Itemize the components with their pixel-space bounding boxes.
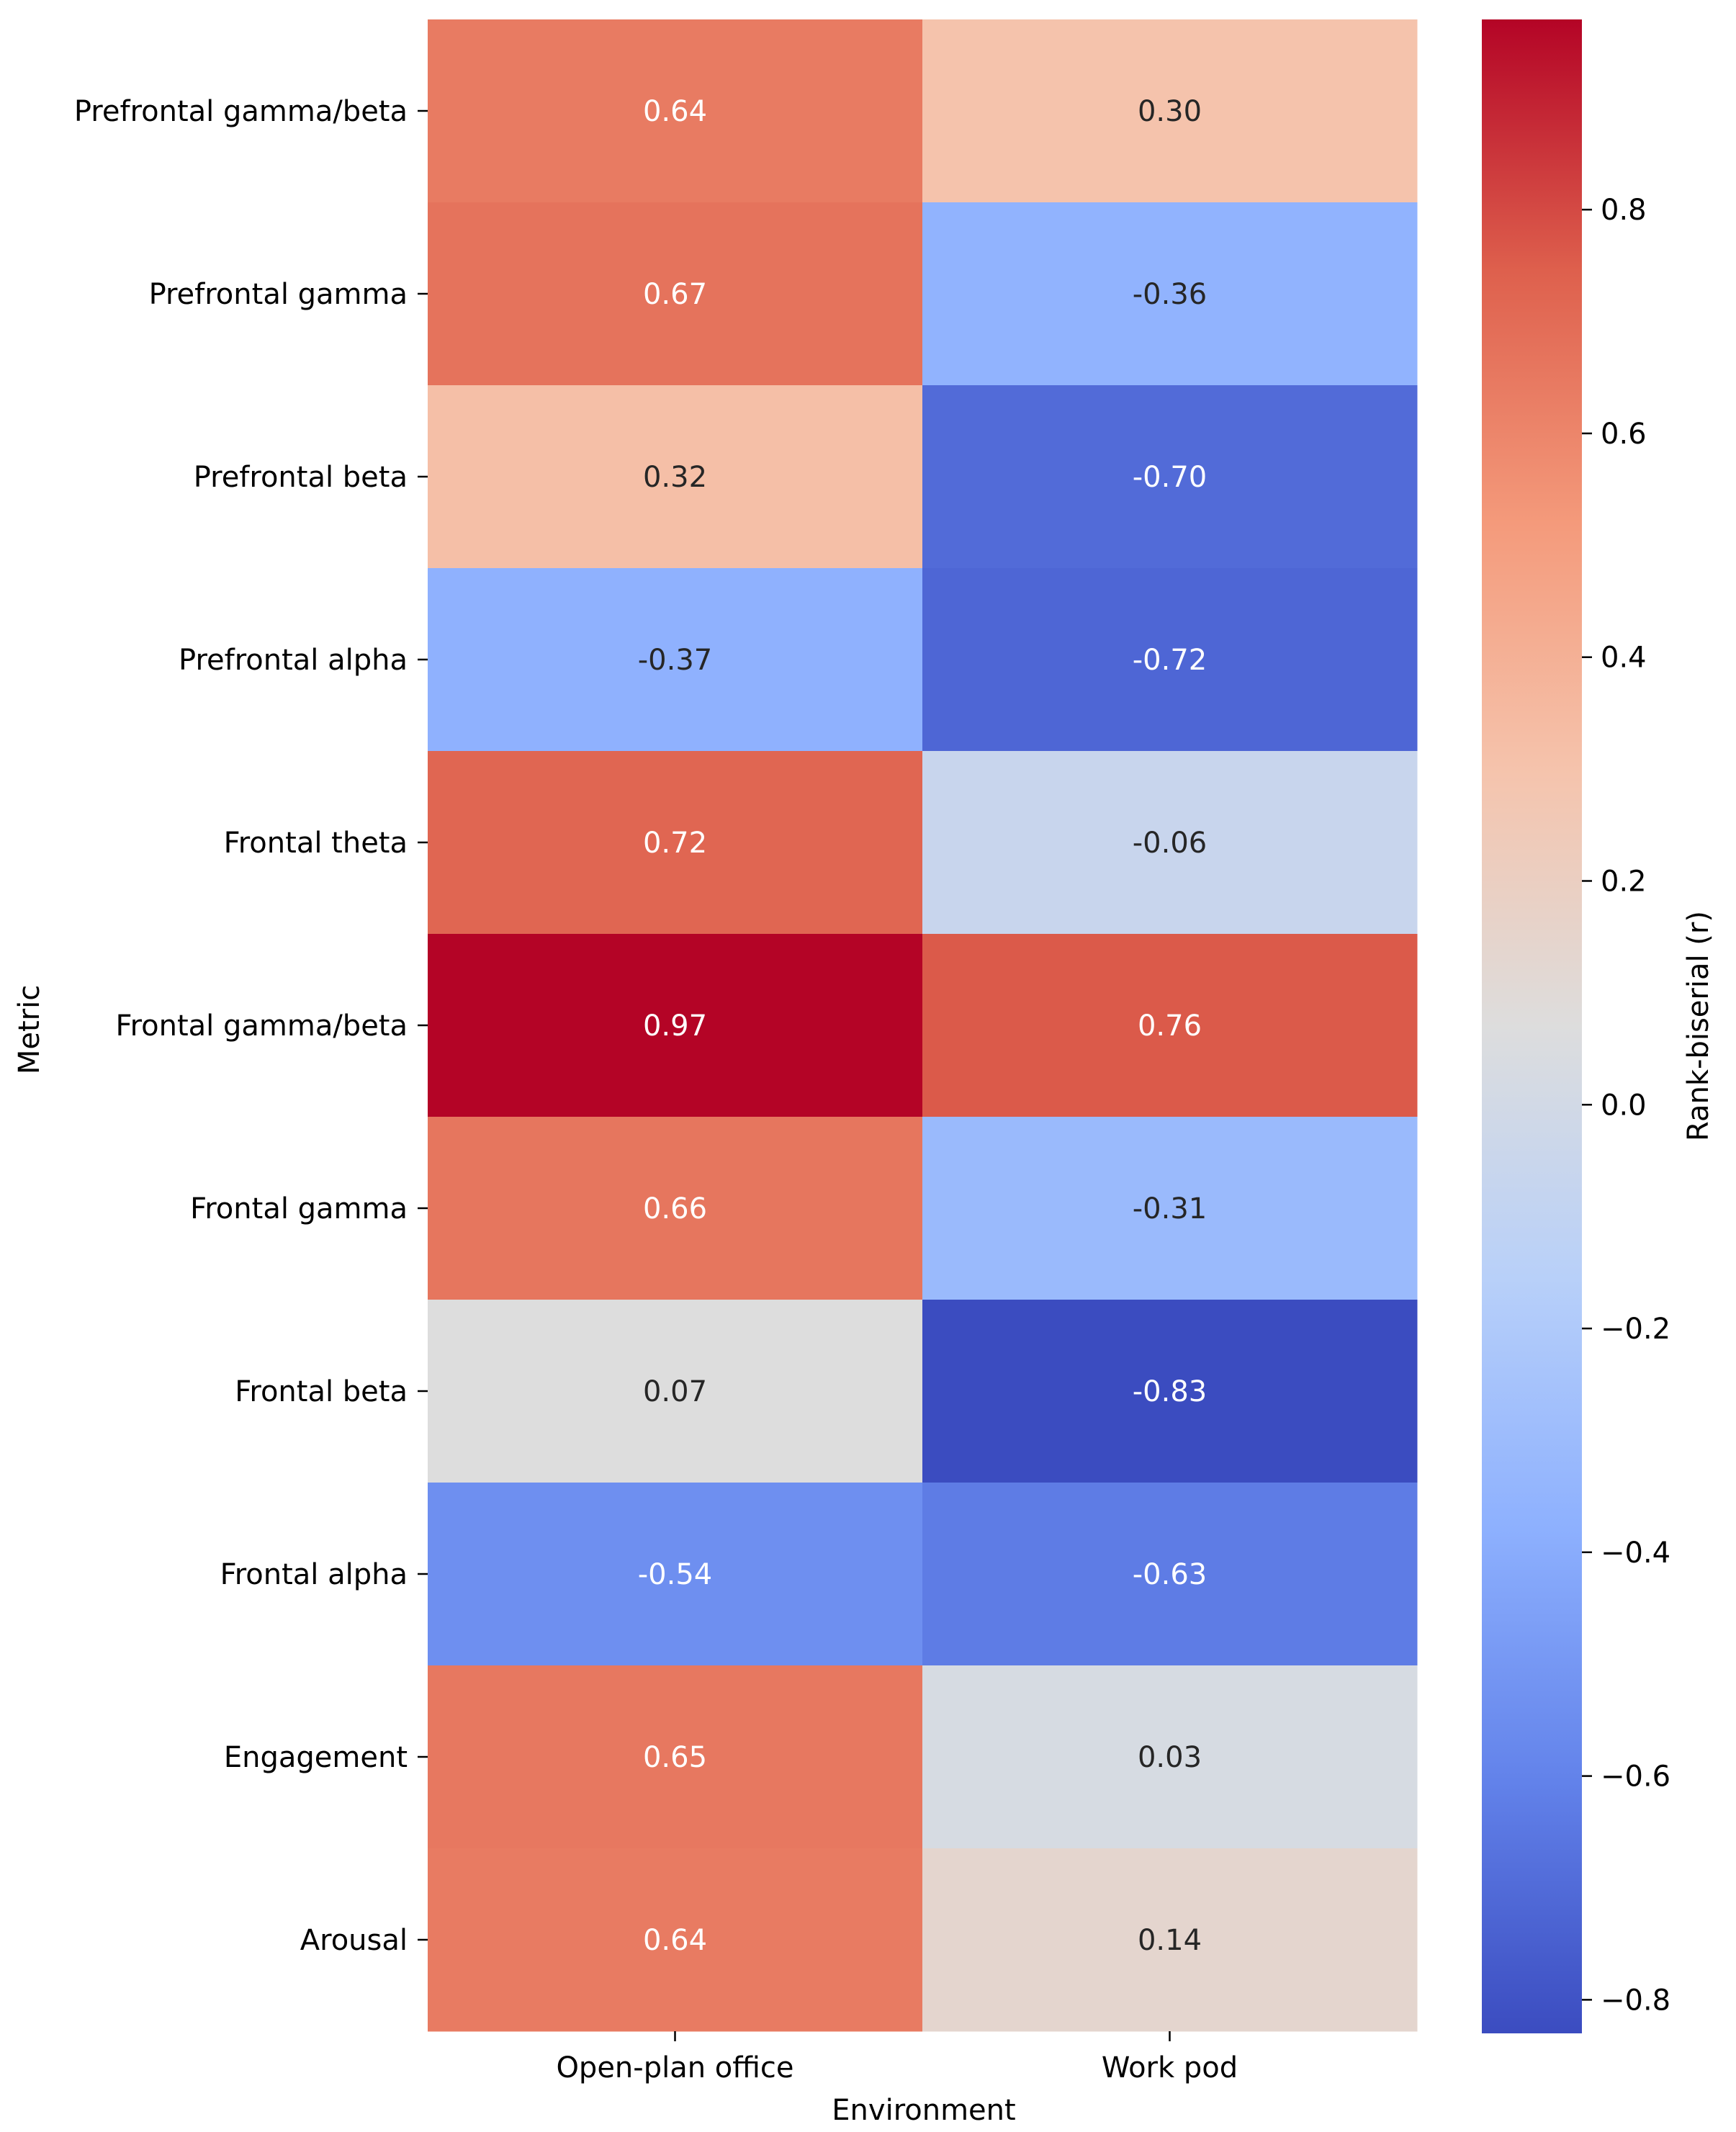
y-tick-label: Frontal theta: [224, 827, 408, 860]
x-axis-title: Environment: [832, 2094, 1015, 2127]
cell-value-label: 0.66: [643, 1192, 707, 1225]
y-tick-label: Frontal gamma/beta: [115, 1009, 408, 1043]
colorbar-tick-label: 0.6: [1601, 418, 1647, 451]
cell-value-label: 0.30: [1138, 95, 1202, 128]
y-tick-label: Engagement: [224, 1741, 408, 1774]
colorbar-tick-label: −0.8: [1601, 1984, 1670, 2017]
cell-value-label: 0.64: [643, 95, 707, 128]
cell-value-label: 0.76: [1138, 1009, 1202, 1043]
heatmap-cell: [922, 1483, 1418, 1666]
colorbar-tick-label: 0.0: [1601, 1089, 1647, 1122]
heatmap-cell: [922, 19, 1418, 203]
colorbar-tick-label: −0.6: [1601, 1760, 1670, 1794]
heatmap-cell: [922, 202, 1418, 386]
cell-value-label: -0.70: [1133, 461, 1207, 494]
heatmap-cell: [428, 934, 923, 1117]
cell-value-label: 0.32: [643, 461, 707, 494]
heatmap-cell: [922, 1117, 1418, 1300]
heatmap-cell: [922, 385, 1418, 569]
cell-value-label: 0.65: [643, 1741, 707, 1774]
cell-value-label: 0.72: [643, 827, 707, 860]
x-tick-label: Work pod: [1102, 2051, 1238, 2084]
cell-value-label: -0.31: [1133, 1192, 1207, 1225]
colorbar-tick-label: 0.8: [1601, 194, 1647, 227]
colorbar-tick-label: 0.4: [1601, 642, 1647, 675]
heatmap-cells: [428, 19, 1418, 2032]
cell-value-label: -0.83: [1133, 1375, 1207, 1408]
cell-value-label: 0.97: [643, 1009, 707, 1043]
colorbar-ticks: 0.8 0.6 0.4 0.2 0.0 −0.2 −0.4 −0.6 −0.8: [1582, 194, 1670, 2017]
heatmap-cell: [428, 202, 923, 386]
y-tick-label: Prefrontal gamma/beta: [74, 95, 408, 128]
heatmap-cell: [428, 1300, 923, 1483]
cell-value-label: 0.64: [643, 1924, 707, 1957]
heatmap-cell: [428, 568, 923, 752]
heatmap-cell: [428, 751, 923, 935]
x-axis: Open-plan office Work pod: [556, 2031, 1238, 2084]
y-tick-label: Prefrontal beta: [194, 461, 408, 494]
heatmap-cell: [922, 751, 1418, 935]
cell-value-label: -0.06: [1133, 827, 1207, 860]
heatmap-cell: [922, 1665, 1418, 1849]
y-tick-label: Frontal beta: [235, 1375, 408, 1408]
x-tick-label: Open-plan office: [556, 2051, 793, 2084]
colorbar-label: Rank-biserial (r): [1682, 911, 1715, 1141]
y-axis: Prefrontal gamma/beta Prefrontal gamma Pre…: [74, 95, 428, 1957]
heatmap-cell: [922, 1848, 1418, 2032]
y-tick-label: Prefrontal gamma: [149, 278, 408, 311]
cell-value-label: 0.67: [643, 278, 707, 311]
cell-value-label: -0.72: [1133, 644, 1207, 677]
cell-value-label: -0.37: [638, 644, 713, 677]
colorbar-gradient: [1482, 19, 1582, 2033]
colorbar-tick-label: −0.2: [1601, 1313, 1670, 1346]
heatmap-cell: [922, 1300, 1418, 1483]
colorbar-tick-label: −0.4: [1601, 1537, 1670, 1570]
heatmap-cell: [428, 1117, 923, 1300]
colorbar-tick-label: 0.2: [1601, 865, 1647, 898]
y-axis-title: Metric: [13, 985, 46, 1074]
y-tick-label: Frontal alpha: [220, 1558, 408, 1591]
heatmap-cell: [428, 1848, 923, 2032]
cell-value-label: 0.07: [643, 1375, 707, 1408]
cell-value-label: -0.36: [1133, 278, 1207, 311]
cell-value-label: -0.54: [638, 1558, 713, 1591]
heatmap-cell: [428, 1665, 923, 1849]
heatmap-cell: [922, 568, 1418, 752]
y-tick-label: Arousal: [300, 1924, 408, 1957]
cell-value-label: -0.63: [1133, 1558, 1207, 1591]
cell-value-label: 0.14: [1138, 1924, 1202, 1957]
heatmap-cell: [428, 1483, 923, 1666]
cell-value-label: 0.03: [1138, 1741, 1202, 1774]
cell-value-labels: 0.64 0.30 0.67 -0.36 0.32 -0.70 -0.37 -0.72 0.72…: [638, 95, 1207, 1957]
colorbar: 0.8 0.6 0.4 0.2 0.0 −0.2 −0.4 −0.6 −0.8 Rank-bis…: [1482, 19, 1715, 2033]
y-tick-label: Prefrontal alpha: [179, 644, 408, 677]
heatmap-cell: [428, 385, 923, 569]
heatmap-cell: [922, 934, 1418, 1117]
y-tick-label: Frontal gamma: [190, 1192, 408, 1225]
heatmap-cell: [428, 19, 923, 203]
